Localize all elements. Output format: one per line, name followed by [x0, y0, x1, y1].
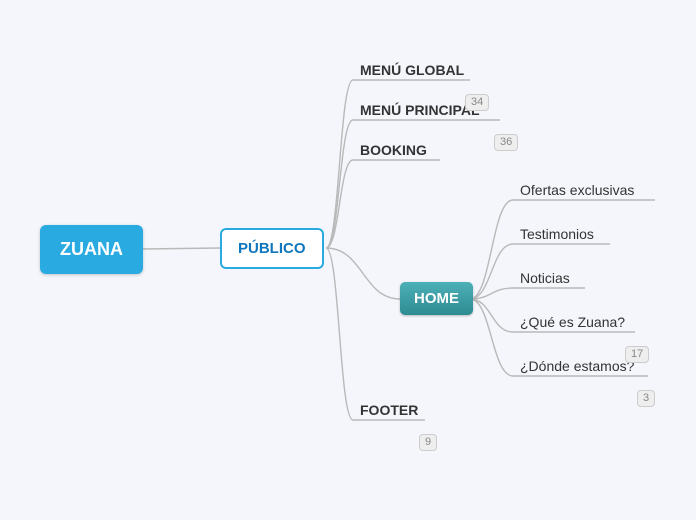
branch-menu-global[interactable]: MENÚ GLOBAL [360, 62, 464, 78]
badge-footer: 9 [419, 434, 437, 451]
badge-menu-global: 34 [465, 94, 489, 111]
branch-home[interactable]: HOME [400, 282, 473, 315]
root-node[interactable]: ZUANA [40, 225, 143, 274]
badge-donde: 3 [637, 390, 655, 407]
home-child-que-es[interactable]: ¿Qué es Zuana? [520, 314, 625, 330]
home-child-donde[interactable]: ¿Dónde estamos? [520, 358, 634, 374]
home-child-ofertas[interactable]: Ofertas exclusivas [520, 182, 634, 198]
badge-que-es: 17 [625, 346, 649, 363]
badge-menu-principal: 36 [494, 134, 518, 151]
branch-menu-principal[interactable]: MENÚ PRINCIPAL [360, 102, 480, 118]
branch-footer[interactable]: FOOTER [360, 402, 418, 418]
home-child-testimonios[interactable]: Testimonios [520, 226, 594, 242]
branch-booking[interactable]: BOOKING [360, 142, 427, 158]
home-child-noticias[interactable]: Noticias [520, 270, 570, 286]
publico-node[interactable]: PÚBLICO [220, 228, 324, 269]
